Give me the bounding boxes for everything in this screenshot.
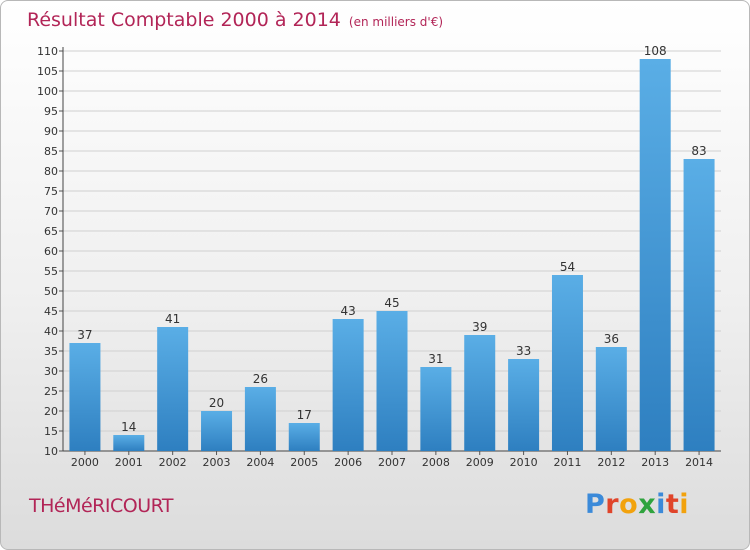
value-label: 31 xyxy=(428,352,443,366)
logo-letter: r xyxy=(605,489,620,520)
y-tick-label: 15 xyxy=(44,425,58,438)
x-tick-label: 2012 xyxy=(597,456,625,469)
logo-letter: i xyxy=(656,489,666,520)
logo-letter: t xyxy=(665,489,680,520)
y-tick-label: 40 xyxy=(44,325,58,338)
bar-2013 xyxy=(639,59,671,451)
bar-2005 xyxy=(288,423,320,451)
value-label: 43 xyxy=(340,304,355,318)
y-tick-label: 30 xyxy=(44,365,58,378)
bar-2010 xyxy=(508,359,540,451)
x-tick-label: 2011 xyxy=(553,456,581,469)
value-label: 54 xyxy=(560,260,575,274)
value-label: 14 xyxy=(121,420,136,434)
value-label: 26 xyxy=(253,372,268,386)
y-tick-label: 45 xyxy=(44,305,58,318)
y-tick-label: 70 xyxy=(44,205,58,218)
bar-2012 xyxy=(595,347,627,451)
bar-2011 xyxy=(551,275,583,451)
x-tick-label: 2004 xyxy=(246,456,274,469)
chart-title-text: Résultat Comptable 2000 à 2014 xyxy=(27,9,341,31)
y-tick-label: 75 xyxy=(44,185,58,198)
y-tick-label: 110 xyxy=(37,45,58,58)
bar-2000 xyxy=(69,343,101,451)
logo-letter: P xyxy=(585,489,606,520)
commune-name: THéMéRICOURT xyxy=(29,495,174,517)
value-label: 45 xyxy=(384,296,399,310)
y-tick-label: 90 xyxy=(44,125,58,138)
bar-2014 xyxy=(683,159,715,451)
x-tick-label: 2010 xyxy=(510,456,538,469)
bar-2007 xyxy=(376,311,408,451)
bar-2001 xyxy=(113,435,145,451)
bar-2004 xyxy=(244,387,276,451)
bar-2003 xyxy=(201,411,233,451)
logo-letter: o xyxy=(619,489,639,520)
chart-title: Résultat Comptable 2000 à 2014 (en millie… xyxy=(27,9,443,31)
y-tick-label: 100 xyxy=(37,85,58,98)
x-tick-label: 2007 xyxy=(378,456,406,469)
chart-unit-label: (en milliers d'€) xyxy=(348,15,444,29)
x-tick-label: 2003 xyxy=(203,456,231,469)
value-label: 83 xyxy=(691,144,706,158)
y-tick-label: 10 xyxy=(44,445,58,458)
logo-letter: i xyxy=(679,489,690,520)
y-tick-label: 50 xyxy=(44,285,58,298)
x-tick-label: 2008 xyxy=(422,456,450,469)
value-label: 20 xyxy=(209,396,224,410)
y-tick-label: 25 xyxy=(44,385,58,398)
y-tick-label: 65 xyxy=(44,225,58,238)
y-tick-label: 35 xyxy=(44,345,58,358)
x-tick-label: 2006 xyxy=(334,456,362,469)
y-tick-label: 55 xyxy=(44,265,58,278)
x-tick-label: 2005 xyxy=(290,456,318,469)
y-tick-label: 85 xyxy=(44,145,58,158)
y-tick-label: 95 xyxy=(44,105,58,118)
bar-2006 xyxy=(332,319,364,451)
y-tick-label: 60 xyxy=(44,245,58,258)
x-tick-label: 2013 xyxy=(641,456,669,469)
value-label: 39 xyxy=(472,320,487,334)
bar-2009 xyxy=(464,335,496,451)
value-label: 17 xyxy=(297,408,312,422)
x-tick-label: 2001 xyxy=(115,456,143,469)
x-tick-label: 2014 xyxy=(685,456,713,469)
value-label: 33 xyxy=(516,344,531,358)
logo-letter: x xyxy=(638,489,657,520)
x-tick-label: 2009 xyxy=(466,456,494,469)
bar-2002 xyxy=(157,327,189,451)
x-tick-label: 2000 xyxy=(71,456,99,469)
value-label: 37 xyxy=(77,328,92,342)
proxiti-logo: Proxiti xyxy=(585,489,689,520)
x-tick-label: 2002 xyxy=(159,456,187,469)
value-label: 108 xyxy=(644,44,667,58)
bar-2008 xyxy=(420,367,452,451)
y-tick-label: 105 xyxy=(37,65,58,78)
y-tick-label: 20 xyxy=(44,405,58,418)
value-label: 36 xyxy=(604,332,619,346)
y-tick-label: 80 xyxy=(44,165,58,178)
value-label: 41 xyxy=(165,312,180,326)
